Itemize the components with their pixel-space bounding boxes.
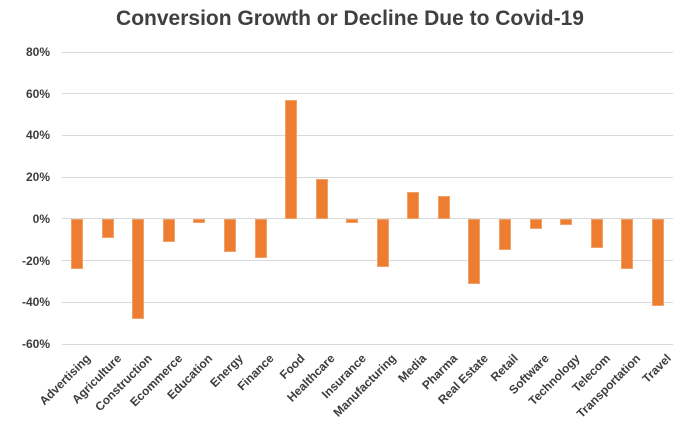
gridline-40 (62, 134, 673, 136)
bar-software (529, 218, 542, 230)
bar-food (285, 99, 298, 219)
bar-energy (224, 218, 237, 253)
y-axis-tick-label-60: 60% (25, 86, 50, 101)
bar-real-estate (468, 218, 481, 284)
bar-education (193, 218, 206, 223)
y-axis-tick-label--60: -60% (21, 337, 50, 351)
bar-media (407, 191, 420, 219)
bar-telecom (590, 218, 603, 249)
bar-ecommerce (162, 218, 175, 242)
bar-construction (132, 218, 145, 319)
chart-title: Conversion Growth or Decline Due to Covi… (116, 7, 584, 30)
gridline--60 (62, 343, 673, 345)
gridline-80 (62, 51, 673, 53)
gridline-60 (62, 93, 673, 95)
gridline--20 (62, 260, 673, 262)
bar-healthcare (315, 179, 328, 219)
gridline-0 (62, 218, 673, 220)
y-axis-tick-label--40: -40% (21, 295, 50, 310)
bar-retail (498, 218, 511, 251)
x-axis-label-travel: Travel (639, 351, 674, 386)
y-axis-tick-label-0: 0% (32, 211, 50, 226)
gridline-20 (62, 176, 673, 178)
bar-transportation (621, 218, 634, 269)
bar-agriculture (101, 218, 114, 238)
bar-advertising (71, 218, 84, 269)
bar-pharma (437, 195, 450, 219)
bar-travel (651, 218, 664, 307)
bar-insurance (346, 218, 359, 223)
y-axis-tick-label-40: 40% (25, 128, 50, 143)
bar-technology (560, 218, 573, 226)
bar-finance (254, 218, 267, 259)
y-axis-tick-label-80: 80% (25, 45, 50, 59)
gridline--40 (62, 301, 673, 303)
y-axis-tick-label--20: -20% (21, 253, 50, 268)
y-axis-tick-label-20: 20% (25, 170, 50, 185)
bar-manufacturing (376, 218, 389, 267)
